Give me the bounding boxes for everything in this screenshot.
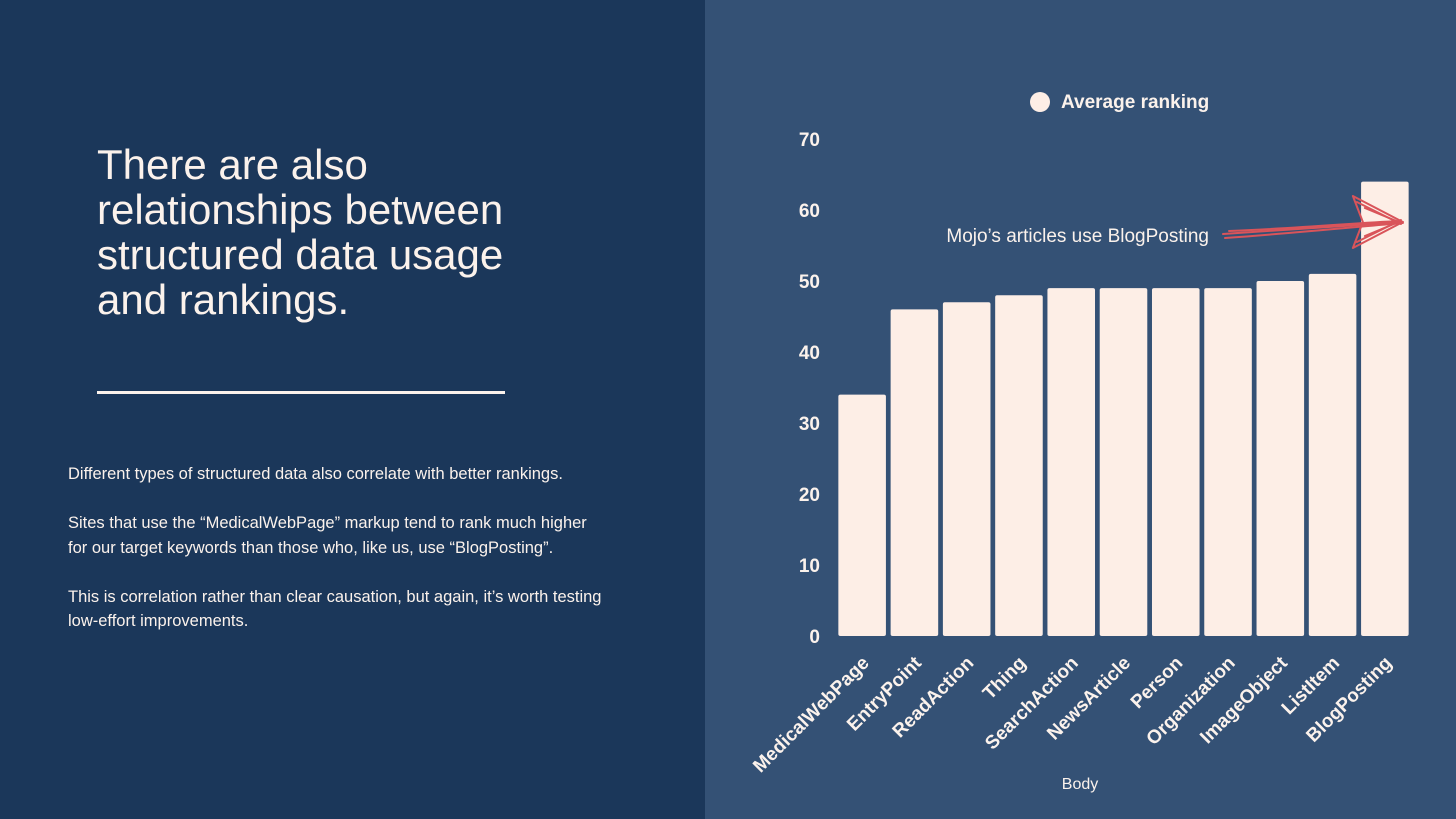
y-axis: 0 10 20 30 40 50 60 70 [799,130,820,648]
y-tick-label: 30 [799,414,820,435]
y-tick-label: 20 [799,485,820,506]
body-paragraph: Sites that use the “MedicalWebPage” mark… [68,514,587,557]
bars [838,181,1409,636]
bar [942,302,991,636]
body-paragraph: Different types of structured data also … [68,465,563,483]
bar [890,309,939,636]
bar [1256,281,1305,636]
annotation-arrow [1222,195,1404,249]
y-tick-label: 0 [809,627,820,648]
legend-label: Average ranking [1061,92,1209,113]
x-tick-label: SearchAction [981,653,1082,754]
y-tick-label: 10 [799,556,820,577]
x-axis-label: Body [1062,776,1098,793]
bar-chart: Average ranking 0 10 20 30 40 50 60 70 MedicalW… [749,92,1409,793]
bar [995,295,1043,636]
x-tick-label: Thing [979,653,1030,704]
headline-divider [97,391,505,394]
arrow-stroke [1363,207,1400,237]
bar [1204,288,1252,636]
slide-headline: There are also relationships between str… [97,141,504,323]
bar [1099,288,1148,636]
legend-marker [1030,92,1050,112]
bar [838,394,886,636]
chart-annotation: Mojo’s articles use BlogPosting [946,226,1209,247]
body-paragraph: This is correlation rather than clear ca… [68,587,602,631]
chart-legend: Average ranking [1030,92,1209,113]
left-panel [0,0,705,819]
arrow-stroke [1222,221,1404,235]
bar [1308,273,1357,636]
arrow-stroke [1224,222,1404,239]
arrow-stroke [1351,195,1404,249]
bar [1047,288,1096,636]
slide-body: Different types of structured data also … [68,462,608,658]
bar [1151,288,1200,636]
y-tick-label: 40 [799,343,820,364]
y-tick-label: 50 [799,272,820,293]
y-tick-label: 60 [799,201,820,222]
arrow-stroke [1228,220,1402,232]
bar [1361,181,1409,636]
y-tick-label: 70 [799,130,820,151]
